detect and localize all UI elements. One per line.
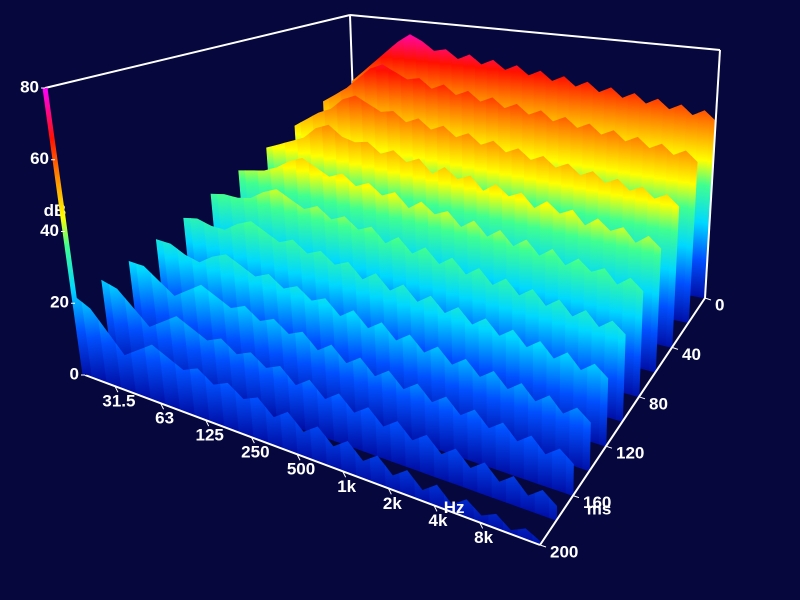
surface-cell <box>438 396 455 456</box>
x-tick <box>205 419 210 427</box>
frame-edge <box>349 14 721 51</box>
y-axis-label: ms <box>587 499 612 518</box>
frame-edge <box>704 49 721 299</box>
y-tick <box>638 396 646 400</box>
x-tick-label: 250 <box>241 443 269 462</box>
z-tick-label: 0 <box>70 364 79 383</box>
x-tick-label: 1k <box>337 477 356 496</box>
y-tick-label: 0 <box>715 295 724 314</box>
x-tick <box>433 505 438 512</box>
surface-cell <box>599 370 609 447</box>
surface-cell <box>568 407 585 470</box>
x-tick <box>479 522 484 529</box>
surface-cell <box>467 409 483 465</box>
x-tick <box>342 471 347 478</box>
z-tick-label: 80 <box>20 77 39 96</box>
y-tick <box>572 495 580 499</box>
x-tick-label: 31.5 <box>102 392 135 411</box>
x-tick-label: 8k <box>474 528 493 547</box>
y-tick-label: 160 <box>583 493 611 512</box>
x-tick <box>160 403 165 410</box>
x-tick <box>387 488 392 495</box>
surface-cell <box>495 422 511 475</box>
surface-cell <box>582 414 591 472</box>
y-tick-label: 40 <box>682 345 701 364</box>
surface-cell <box>541 395 557 461</box>
x-tick-label: 125 <box>196 426 224 445</box>
x-tick <box>296 453 301 461</box>
frame-edge <box>539 297 706 546</box>
x-axis-label: Hz <box>444 498 465 517</box>
surface-cell <box>523 435 539 485</box>
x-tick <box>114 385 119 393</box>
z-tick-label: 20 <box>50 293 69 312</box>
x-tick-label: 63 <box>155 409 174 428</box>
x-tick-label: 4k <box>429 511 448 530</box>
y-tick <box>605 445 613 449</box>
y-tick-label: 80 <box>649 394 668 413</box>
y-tick-label: 120 <box>616 444 644 463</box>
y-tick <box>671 346 679 350</box>
z-tick-label: 60 <box>30 149 49 168</box>
x-tick <box>250 436 255 444</box>
frame-edge <box>44 14 351 89</box>
z-tick-label: 40 <box>40 221 59 240</box>
x-tick-label: 500 <box>287 460 315 479</box>
y-tick-label: 200 <box>550 542 578 561</box>
y-tick <box>539 544 547 548</box>
y-tick <box>704 297 712 301</box>
surface-cell <box>551 448 567 494</box>
x-tick-label: 2k <box>383 494 402 513</box>
